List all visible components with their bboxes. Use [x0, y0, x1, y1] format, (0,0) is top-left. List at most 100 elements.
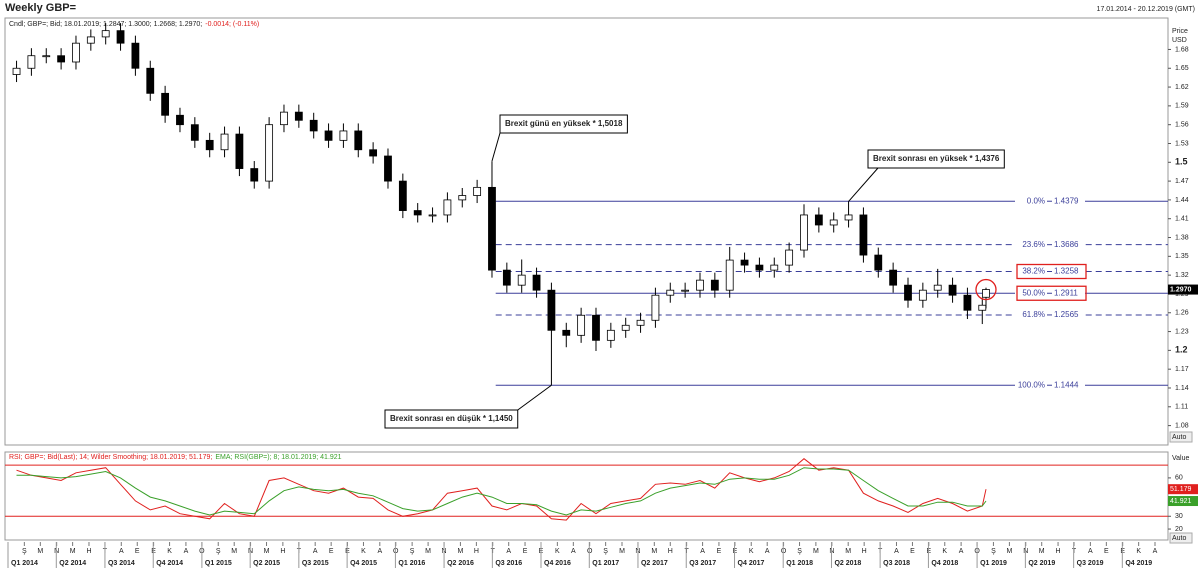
y-tick-label: 1.44 — [1175, 197, 1189, 204]
x-tick-label: E — [733, 548, 738, 555]
rsi-value-label: 51.179 — [1170, 486, 1192, 493]
annotation-leader — [848, 167, 879, 202]
annotation-text: Brexit sonrası en düşük * 1,1450 — [390, 414, 513, 423]
x-tick-label: K — [555, 548, 560, 555]
candle-body — [636, 319, 645, 326]
x-tick-label: K — [167, 548, 172, 555]
rsi-axis-label: Value — [1172, 455, 1189, 462]
candle-body — [963, 294, 972, 311]
fib-value: 1.1444 — [1054, 380, 1079, 389]
y-tick-label: 1.59 — [1175, 103, 1189, 110]
annotation-box — [499, 114, 628, 134]
x-tick-label: E — [910, 548, 915, 555]
y-tick-label: 1.38 — [1175, 234, 1189, 241]
candle-body — [72, 42, 80, 63]
candle-body — [874, 254, 883, 271]
auto-button[interactable] — [1169, 431, 1193, 443]
candle-body — [205, 139, 214, 151]
x-tick-label: M — [264, 548, 270, 555]
fib-label: 100.0% — [1018, 380, 1045, 389]
quarter-label: Q2 2019 — [1028, 560, 1055, 567]
quarter-label: Q1 2017 — [592, 560, 619, 567]
x-tick-label: E — [717, 548, 722, 555]
y-tick-label: 1.62 — [1175, 84, 1189, 91]
x-tick-label: O — [393, 548, 399, 555]
quarter-label: Q1 2018 — [786, 560, 813, 567]
x-tick-label: K — [942, 548, 947, 555]
quarter-label: Q4 2014 — [156, 560, 183, 567]
x-tick-label: A — [313, 548, 318, 555]
candle-body — [978, 304, 987, 311]
fib-label: 0.0% — [1027, 196, 1045, 205]
y-tick-label: 1.65 — [1175, 65, 1189, 72]
candle-body — [740, 259, 749, 266]
quarter-label: Q1 2016 — [398, 560, 425, 567]
candle-body — [651, 294, 660, 321]
x-tick-label: A — [571, 548, 576, 555]
price-panel — [4, 17, 1169, 446]
candle-body — [725, 259, 734, 291]
x-tick-label: A — [119, 548, 124, 555]
annotation-text: Brexit sonrası en yüksek * 1,4376 — [873, 154, 1000, 163]
auto-button[interactable] — [1169, 532, 1193, 544]
candle-body — [814, 214, 823, 226]
candle-body — [309, 119, 318, 132]
x-tick-label: A — [700, 548, 705, 555]
x-tick-label: A — [184, 548, 189, 555]
candle-body — [27, 55, 36, 69]
y-tick-label: 1.68 — [1175, 46, 1189, 53]
quarter-label: Q4 2015 — [350, 560, 377, 567]
y-tick-label: 1.26 — [1175, 310, 1189, 317]
candle-body — [800, 214, 808, 251]
x-tick-label: A — [765, 548, 770, 555]
chart-title: Weekly GBP= — [5, 2, 76, 14]
x-tick-label: A — [1153, 548, 1158, 555]
quarter-label: Q3 2016 — [495, 560, 522, 567]
y-tick-label: 1.17 — [1175, 366, 1189, 373]
auto-button-label[interactable]: Auto — [1172, 535, 1187, 542]
candle-body — [889, 269, 898, 286]
date-range: 17.01.2014 - 20.12.2019 (GMT) — [1097, 6, 1195, 13]
x-tick-label: Ş — [797, 548, 802, 555]
x-tick-label: T — [684, 548, 689, 555]
quarter-label: Q2 2017 — [641, 560, 668, 567]
rsi-tick-label: 60 — [1175, 475, 1183, 482]
x-tick-label: K — [1136, 548, 1141, 555]
rsi-line — [16, 458, 987, 521]
x-tick-label: H — [86, 548, 91, 555]
x-tick-label: M — [70, 548, 76, 555]
quarter-label: Q4 2018 — [931, 560, 958, 567]
candle-body — [982, 289, 990, 298]
quarter-label: Q2 2016 — [447, 560, 474, 567]
y-tick-label: 1.35 — [1175, 253, 1189, 260]
candle-body — [235, 133, 244, 169]
candle-body — [161, 92, 170, 116]
y-tick-label: 1.08 — [1175, 422, 1189, 429]
annotation-leader — [491, 132, 501, 162]
x-tick-label: A — [894, 548, 899, 555]
quarter-label: Q2 2015 — [253, 560, 280, 567]
rsi-ema-header: EMA; RSI(GBP=); 8; 18.01.2019; 41.921 — [215, 454, 341, 461]
auto-button-label[interactable]: Auto — [1172, 434, 1187, 441]
y-tick-label: 1.53 — [1175, 140, 1189, 147]
x-tick-label: E — [345, 548, 350, 555]
candle-body — [190, 124, 199, 141]
candle-body — [57, 55, 66, 63]
annotation-box — [867, 149, 1005, 169]
candle-body — [562, 329, 571, 336]
x-tick-label: M — [1006, 548, 1012, 555]
candle-body — [354, 130, 363, 151]
x-tick-label: H — [668, 548, 673, 555]
fib-value: 1.3258 — [1054, 267, 1079, 276]
candle-body — [339, 130, 348, 141]
x-tick-label: A — [377, 548, 382, 555]
fib-value: 1.2911 — [1054, 288, 1078, 297]
quarter-label: Q1 2014 — [11, 560, 38, 567]
candle-body — [577, 314, 586, 336]
candle-body — [101, 30, 110, 38]
candle-body — [398, 180, 407, 211]
x-tick-label: Ş — [216, 548, 221, 555]
x-tick-label: H — [862, 548, 867, 555]
x-tick-label: H — [474, 548, 479, 555]
